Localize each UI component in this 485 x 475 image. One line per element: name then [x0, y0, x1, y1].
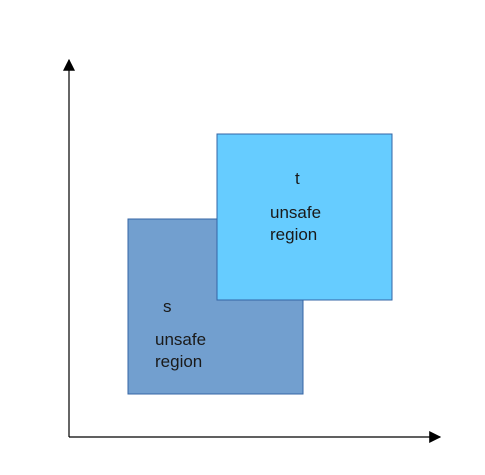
- region-t-name: t: [295, 169, 300, 188]
- region-t-label-line2: region: [270, 225, 317, 244]
- region-t-label-line1: unsafe: [270, 203, 321, 222]
- region-s-name: s: [163, 297, 172, 316]
- region-s-label-line1: unsafe: [155, 330, 206, 349]
- region-s-label-line2: region: [155, 352, 202, 371]
- region-t-box: [216, 133, 393, 301]
